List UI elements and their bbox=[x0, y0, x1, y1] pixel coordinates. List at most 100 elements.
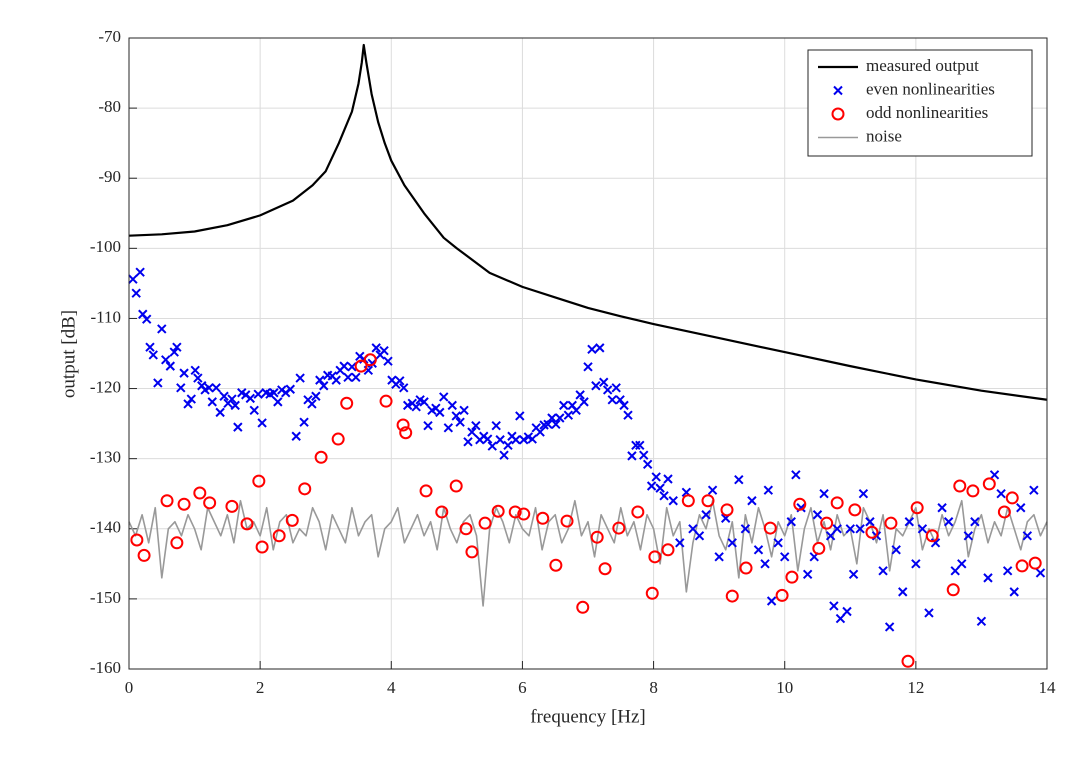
x-marker-stroke bbox=[694, 531, 705, 541]
x-marker-stroke bbox=[829, 601, 839, 611]
x-marker bbox=[701, 510, 711, 520]
x-marker-stroke bbox=[161, 355, 171, 365]
circle-marker bbox=[946, 583, 960, 597]
x-marker bbox=[487, 441, 497, 451]
x-marker-stroke bbox=[451, 411, 461, 421]
x-marker-stroke bbox=[766, 596, 777, 606]
x-marker bbox=[135, 267, 145, 277]
x-marker bbox=[832, 524, 842, 534]
x-marker-stroke bbox=[245, 393, 256, 404]
x-marker bbox=[169, 347, 179, 357]
circle-marker bbox=[598, 562, 612, 576]
x-marker-stroke bbox=[131, 288, 141, 298]
x-marker bbox=[295, 373, 305, 383]
x-marker bbox=[587, 344, 597, 355]
x-marker bbox=[145, 342, 155, 352]
x-marker bbox=[898, 587, 908, 597]
x-marker bbox=[763, 485, 774, 495]
x-marker bbox=[825, 531, 836, 541]
plot-frame bbox=[128, 37, 1048, 670]
x-marker-stroke bbox=[169, 347, 179, 357]
circle-marker bbox=[901, 654, 915, 668]
x-marker bbox=[845, 524, 855, 534]
circle-marker bbox=[252, 474, 266, 488]
x-marker bbox=[447, 400, 457, 411]
circle-marker bbox=[831, 107, 845, 121]
x-marker-stroke bbox=[575, 390, 585, 400]
x-marker-stroke bbox=[917, 524, 928, 534]
x-marker-stroke bbox=[383, 356, 393, 366]
x-marker bbox=[1022, 531, 1033, 541]
x-marker-stroke bbox=[663, 474, 673, 484]
x-marker-stroke bbox=[983, 573, 993, 583]
x-marker-stroke bbox=[791, 470, 801, 480]
x-marker-stroke bbox=[763, 485, 774, 495]
x-marker-stroke bbox=[179, 368, 189, 378]
x-marker-stroke bbox=[499, 450, 509, 460]
circle-marker bbox=[681, 494, 695, 508]
x-marker-stroke bbox=[379, 345, 389, 356]
x-marker bbox=[911, 559, 921, 569]
x-marker-stroke bbox=[668, 496, 678, 506]
x-marker bbox=[186, 394, 197, 404]
y-tick-label: -70 bbox=[98, 27, 121, 46]
x-marker bbox=[602, 385, 613, 395]
x-marker bbox=[451, 411, 461, 421]
x-marker bbox=[583, 362, 593, 372]
circle-marker bbox=[459, 522, 473, 536]
y-tick-label: -80 bbox=[98, 97, 121, 116]
x-marker bbox=[924, 608, 934, 618]
circle-marker bbox=[560, 514, 574, 528]
x-marker-stroke bbox=[299, 417, 309, 427]
x-marker bbox=[379, 345, 389, 356]
x-marker bbox=[439, 392, 449, 402]
circle-marker bbox=[1015, 559, 1029, 573]
x-marker-stroke bbox=[950, 566, 960, 576]
x-marker-stroke bbox=[707, 485, 718, 495]
circle-marker bbox=[648, 550, 662, 564]
x-marker-stroke bbox=[595, 343, 605, 353]
x-marker-stroke bbox=[659, 491, 669, 501]
x-marker bbox=[176, 383, 186, 393]
x-marker-stroke bbox=[911, 559, 921, 569]
x-marker-stroke bbox=[615, 395, 625, 405]
x-marker bbox=[786, 517, 796, 527]
x-marker-stroke bbox=[295, 373, 305, 383]
x-marker bbox=[829, 601, 839, 611]
y-tick-label: -90 bbox=[98, 167, 121, 186]
circle-marker bbox=[590, 530, 604, 544]
x-marker-stroke bbox=[1029, 485, 1039, 495]
x-marker bbox=[459, 405, 469, 415]
x-marker-stroke bbox=[128, 274, 138, 284]
x-marker-stroke bbox=[1016, 503, 1026, 513]
x-marker bbox=[291, 431, 301, 441]
x-marker bbox=[331, 375, 341, 385]
x-marker-stroke bbox=[714, 552, 724, 562]
x-marker bbox=[128, 274, 138, 284]
x-marker bbox=[595, 343, 605, 353]
circle-marker bbox=[314, 450, 328, 464]
x-marker-stroke bbox=[157, 324, 167, 334]
x-marker-stroke bbox=[555, 413, 565, 423]
x-marker bbox=[559, 400, 569, 411]
x-marker-stroke bbox=[319, 381, 329, 391]
circle-marker bbox=[396, 418, 410, 432]
circle-marker bbox=[363, 353, 377, 367]
x-marker-stroke bbox=[491, 421, 501, 431]
x-marker-stroke bbox=[343, 372, 353, 383]
x-marker-stroke bbox=[898, 587, 908, 597]
x-marker-stroke bbox=[307, 399, 317, 409]
x-marker bbox=[211, 383, 221, 393]
x-marker bbox=[1016, 503, 1026, 513]
x-marker bbox=[904, 517, 915, 527]
x-marker-stroke bbox=[215, 407, 225, 418]
x-marker bbox=[970, 517, 980, 527]
x-marker-stroke bbox=[148, 350, 158, 360]
x-marker-stroke bbox=[204, 383, 214, 393]
x-marker-stroke bbox=[833, 85, 843, 96]
x-marker-stroke bbox=[937, 503, 947, 513]
x-marker bbox=[615, 395, 625, 405]
x-marker-stroke bbox=[351, 372, 361, 383]
circle-marker bbox=[193, 486, 207, 500]
x-marker-stroke bbox=[253, 389, 263, 399]
